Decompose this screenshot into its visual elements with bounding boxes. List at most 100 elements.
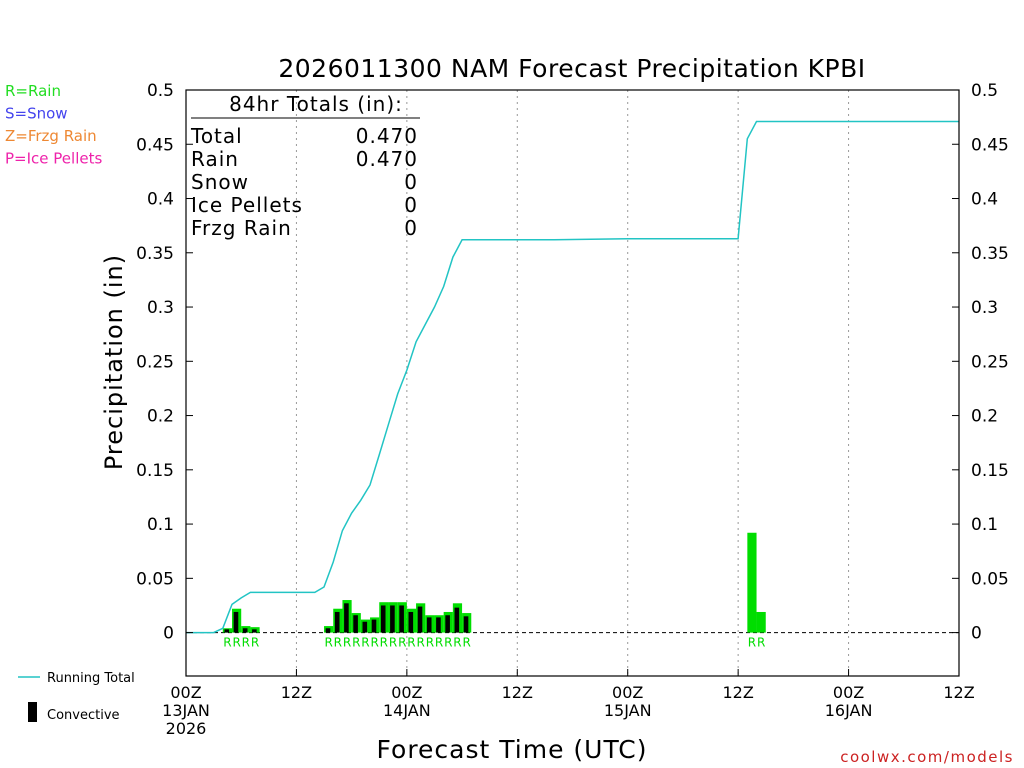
y-tick-label-left-6: 0.3	[147, 298, 174, 318]
x-axis-label: Forecast Time (UTC)	[377, 735, 648, 764]
y-tick-label-left-10: 0.5	[147, 81, 174, 101]
convective-bar-7	[353, 615, 358, 633]
x-tick-label-2-0: 00Z	[391, 683, 422, 702]
x-tick-label-0-0: 00Z	[170, 683, 201, 702]
totals-label-2: Snow	[191, 170, 249, 194]
grid-lines	[295, 90, 850, 676]
credit-text: coolwx.com/models	[840, 748, 1014, 766]
y-tick-label-left-3: 0.15	[136, 461, 174, 481]
ptype-mark-21: R	[757, 636, 765, 650]
ptype-mark-14: R	[416, 636, 424, 650]
y-tick-label-left-0: 0	[163, 624, 174, 644]
y-tick-label-right-5: 0.25	[971, 352, 1009, 372]
totals-value-3: 0	[404, 193, 418, 217]
chart-title: 2026011300 NAM Forecast Precipitation KP…	[278, 54, 865, 83]
precip-bars	[222, 532, 766, 633]
totals-label-0: Total	[190, 124, 243, 148]
convective-bar-5	[334, 611, 340, 633]
precip-bar-20	[747, 532, 757, 633]
x-tick-label-5-0: 12Z	[722, 683, 753, 702]
y-tick-label-right-10: 0.5	[971, 81, 998, 101]
convective-swatch	[28, 702, 37, 722]
ptype-mark-11: R	[389, 636, 397, 650]
x-tick-label-2-1: 14JAN	[383, 701, 431, 720]
ptype-mark-13: R	[407, 636, 415, 650]
ptype-mark-18: R	[453, 636, 461, 650]
y-tick-label-right-9: 0.45	[971, 135, 1009, 155]
x-tick-label-4-1: 15JAN	[604, 701, 652, 720]
ptype-mark-12: R	[398, 636, 406, 650]
y-tick-label-right-0: 0	[971, 624, 982, 644]
convective-bar-16	[436, 617, 441, 633]
ptype-mark-3: R	[251, 636, 259, 650]
convective-bar-15	[426, 617, 432, 633]
ptype-legend-0: R=Rain	[5, 82, 61, 100]
convective-bar-1	[233, 611, 239, 633]
ptype-mark-17: R	[444, 636, 452, 650]
convective-bar-9	[371, 619, 377, 633]
totals-rows: Total 0.470 Rain 0.470 Snow 0 Ice Pellets 0 Frzg…	[190, 124, 418, 240]
convective-bar-10	[380, 605, 386, 633]
y-axis-label: Precipitation (in)	[100, 254, 128, 470]
convective-bars	[224, 603, 469, 633]
totals-label-4: Frzg Rain	[191, 216, 292, 240]
convective-bar-13	[408, 611, 414, 633]
x-tick-label-1-0: 12Z	[281, 683, 312, 702]
convective-bar-14	[417, 606, 423, 633]
y-tick-label-left-7: 0.35	[136, 244, 174, 264]
convective-bar-4	[325, 628, 331, 633]
precip-bar-21	[756, 611, 766, 633]
ptype-mark-20: R	[748, 636, 756, 650]
y-tick-label-left-5: 0.25	[136, 352, 174, 372]
ptype-mark-5: R	[334, 636, 342, 650]
y-tick-label-right-8: 0.4	[971, 190, 998, 210]
running-total-line	[186, 120, 959, 634]
x-tick-label-6-1: 16JAN	[825, 701, 873, 720]
convective-bar-3	[252, 629, 257, 633]
x-tick-label-0-2: 2026	[166, 719, 207, 738]
y-tick-label-right-7: 0.35	[971, 244, 1009, 264]
y-tick-label-left-4: 0.2	[147, 407, 174, 427]
ptype-mark-9: R	[370, 636, 378, 650]
legend-running-total: Running Total	[47, 671, 135, 686]
plot-frame	[185, 89, 960, 677]
ptype-mark-2: R	[242, 636, 250, 650]
y-tick-label-right-4: 0.2	[971, 407, 998, 427]
y-axis-right: 0 0.05 0.1 0.15 0.2 0.25 0.3 0.35 0.4 0.45 0.5	[952, 81, 1009, 644]
ptype-mark-8: R	[361, 636, 369, 650]
y-tick-label-left-8: 0.4	[147, 190, 174, 210]
x-tick-label-4-0: 00Z	[612, 683, 643, 702]
y-axis-left: 0 0.05 0.1 0.15 0.2 0.25 0.3 0.35 0.4 0.45 0.5	[136, 81, 193, 644]
ptype-mark-0: R	[223, 636, 231, 650]
totals-value-4: 0	[404, 216, 418, 240]
x-tick-label-3-0: 12Z	[502, 683, 533, 702]
convective-bar-2	[242, 628, 248, 633]
ptype-mark-10: R	[380, 636, 388, 650]
ptype-mark-1: R	[232, 636, 240, 650]
y-tick-label-right-1: 0.05	[971, 569, 1009, 589]
totals-value-2: 0	[404, 170, 418, 194]
y-tick-label-right-6: 0.3	[971, 298, 998, 318]
convective-bar-18	[454, 607, 460, 633]
legend-convective: Convective	[47, 708, 120, 723]
ptype-mark-6: R	[343, 636, 351, 650]
convective-bar-6	[344, 603, 349, 633]
ptype-mark-7: R	[352, 636, 360, 650]
convective-bar-11	[390, 605, 395, 633]
totals-box: 84hr Totals (in): Total 0.470 Rain 0.470 Sno…	[190, 92, 420, 240]
totals-value-1: 0.470	[356, 147, 418, 171]
totals-label-1: Rain	[191, 147, 239, 171]
totals-heading: 84hr Totals (in):	[229, 92, 403, 116]
y-tick-label-left-1: 0.05	[136, 569, 174, 589]
x-tick-label-0-1: 13JAN	[162, 701, 210, 720]
ptype-mark-19: R	[463, 636, 471, 650]
convective-bar-0	[224, 629, 230, 633]
ptype-legend-2: Z=Frzg Rain	[5, 127, 97, 145]
y-tick-label-right-3: 0.15	[971, 461, 1009, 481]
x-tick-label-6-0: 00Z	[833, 683, 864, 702]
y-tick-label-left-9: 0.45	[136, 135, 174, 155]
ptype-mark-16: R	[435, 636, 443, 650]
